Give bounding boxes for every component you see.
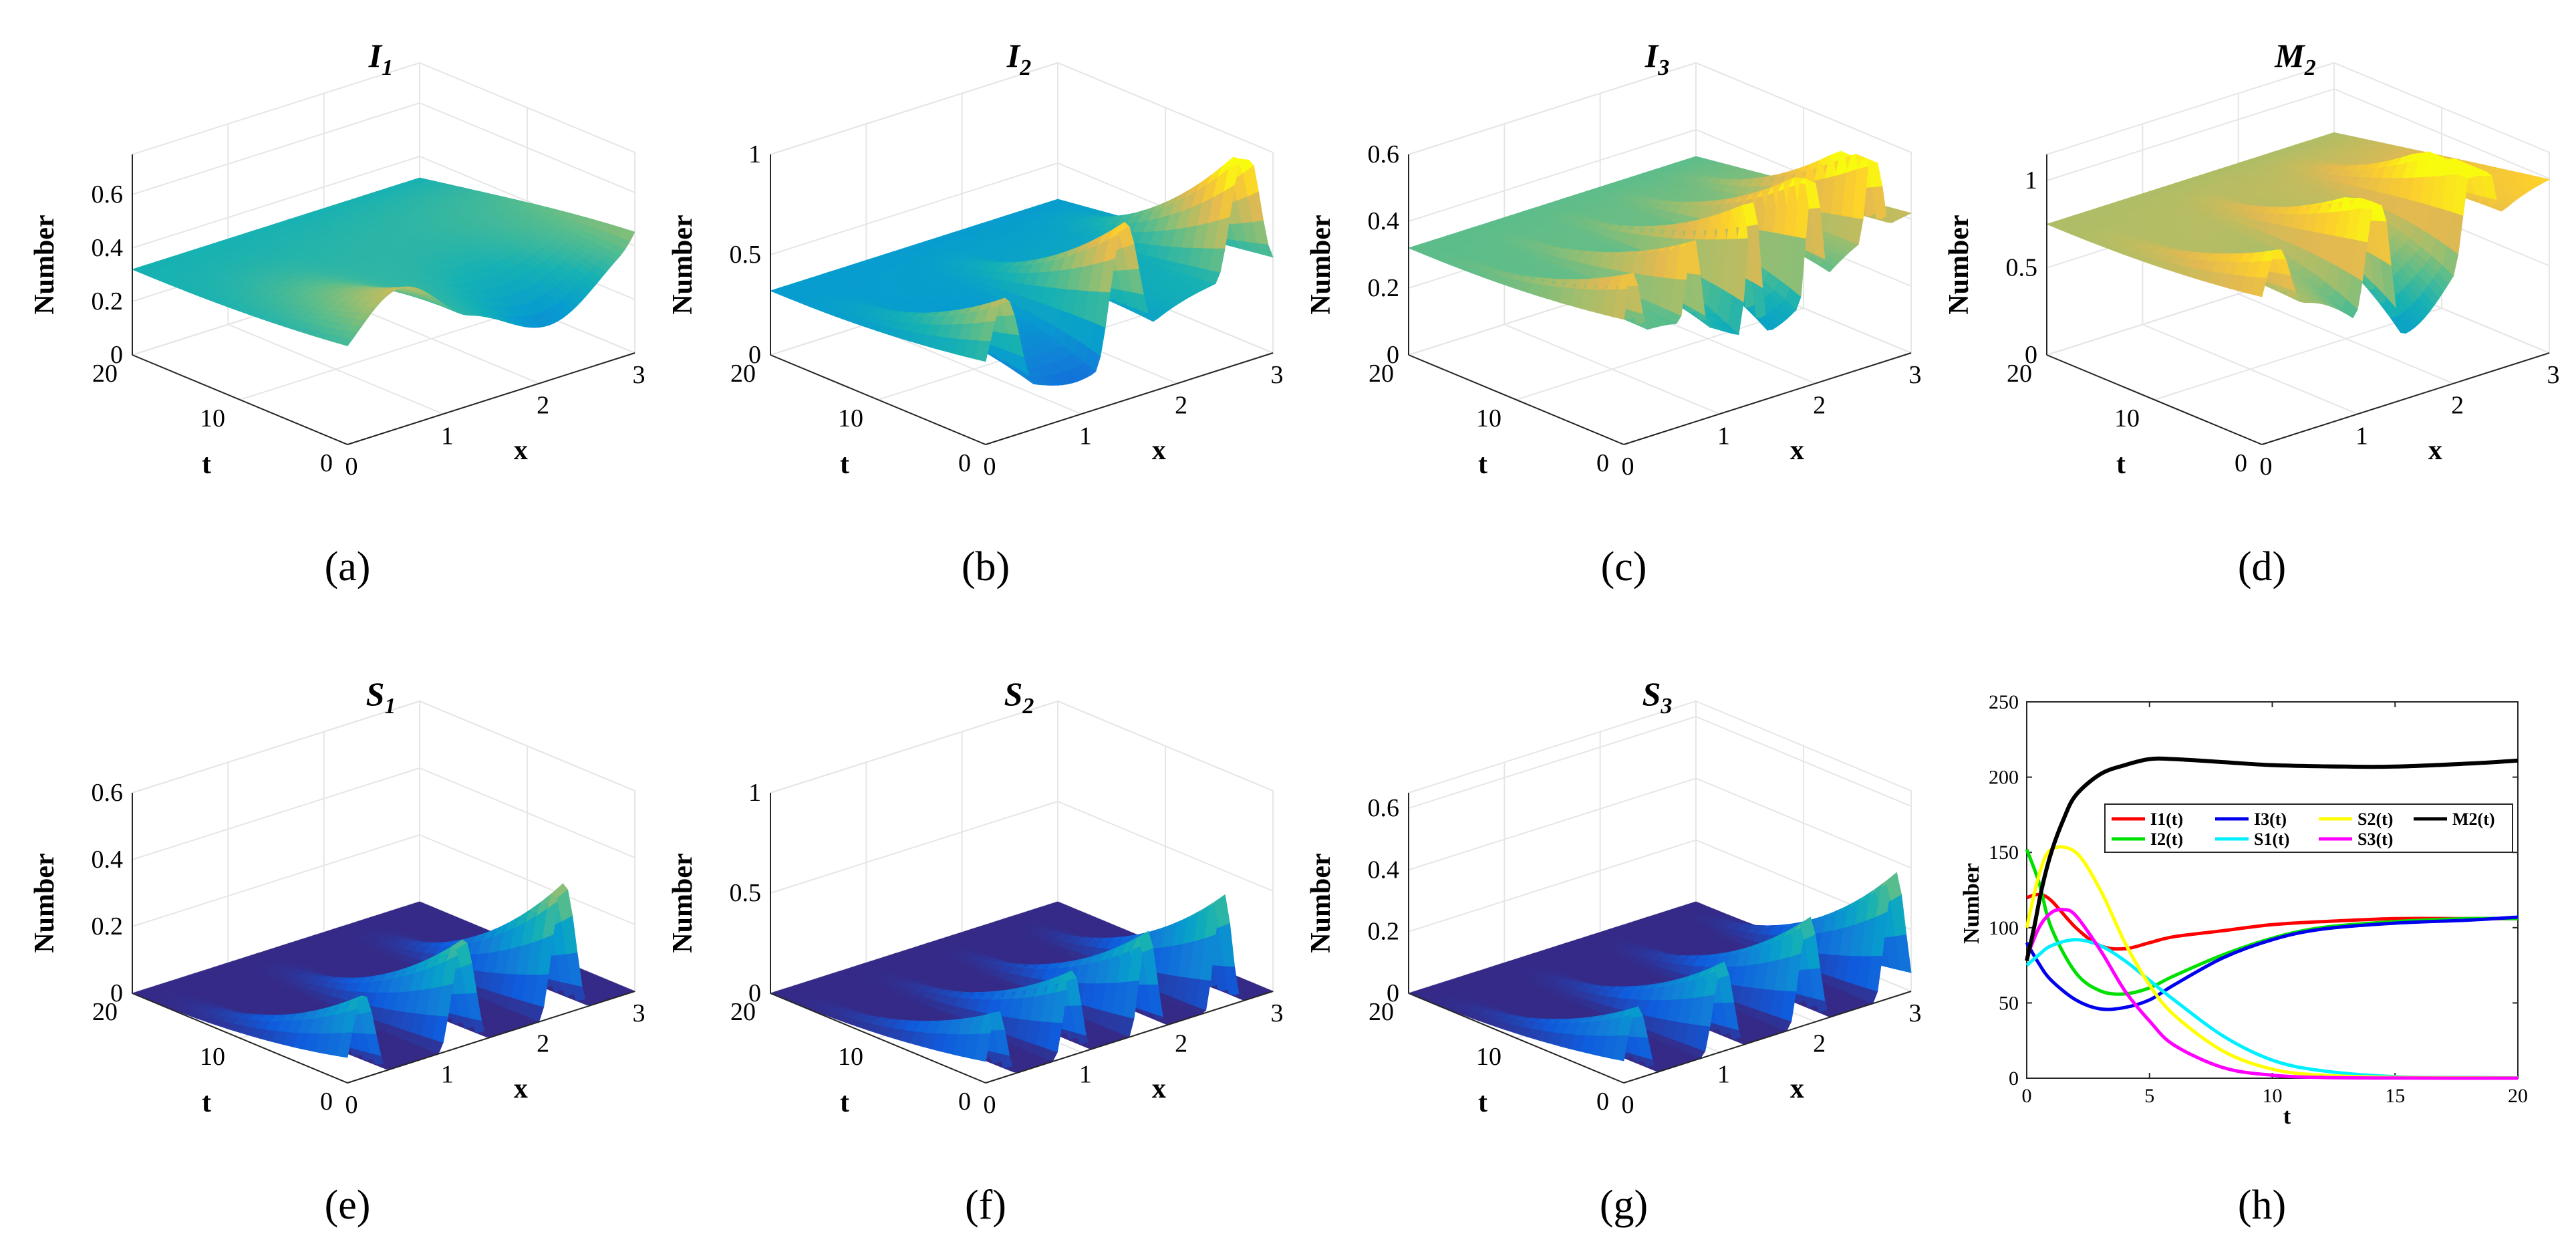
panel-title: I3 xyxy=(1644,37,1669,80)
x-tick-label: 3 xyxy=(1909,361,1922,389)
z-gridline xyxy=(132,102,635,195)
x-tick-label: 1 xyxy=(2355,422,2368,450)
x-axis-line xyxy=(2261,352,2550,445)
z-axis-label: Number xyxy=(1944,215,1975,314)
x-axis-label: x xyxy=(1790,435,1804,466)
x-tick-label: 2 xyxy=(1175,392,1187,420)
z-tick-label: 0.6 xyxy=(92,180,124,209)
t-axis-label: t xyxy=(2116,449,2126,480)
x-axis-line xyxy=(1623,352,1912,445)
x-tick-label: 1 xyxy=(1717,422,1730,450)
x-axis-label: x xyxy=(514,435,528,466)
t-tick-label: 0 xyxy=(2235,449,2247,477)
z-tick-label: 0 xyxy=(110,341,123,369)
surface-mesh xyxy=(131,882,636,1070)
t-tick-label: 0 xyxy=(320,449,333,477)
surface-mesh xyxy=(131,177,635,346)
z-axis-label: Number xyxy=(29,215,60,314)
z-tick-label: 1 xyxy=(748,140,761,168)
z-tick-label: 0.2 xyxy=(92,287,124,316)
t-tick-label: 10 xyxy=(838,404,863,432)
z-axis-label: Number xyxy=(668,215,698,314)
x-axis-line xyxy=(347,352,635,445)
panel-title-main: I xyxy=(368,37,383,74)
panel-title: I1 xyxy=(368,37,393,80)
t-tick-label: 10 xyxy=(2114,404,2140,432)
z-axis-label: Number xyxy=(1306,215,1336,314)
x-tick-label: 0 xyxy=(2260,453,2273,481)
panel-title-main: I xyxy=(1006,37,1021,74)
t-axis-line xyxy=(1408,354,1624,445)
panel-title-sub: 2 xyxy=(2304,55,2316,80)
z-tick-label: 0.2 xyxy=(1368,274,1400,302)
x-tick-label: 2 xyxy=(2451,392,2464,420)
panel-title: M2 xyxy=(2274,37,2315,80)
x-tick-label: 1 xyxy=(441,422,454,450)
t-axis-label: t xyxy=(840,449,849,480)
panel-title-sub: 3 xyxy=(1657,55,1669,80)
x-tick-label: 0 xyxy=(984,453,996,481)
panel-title-sub: 1 xyxy=(382,55,393,80)
t-tick-label: 10 xyxy=(200,404,225,432)
panel-caption: (b) xyxy=(962,544,1010,590)
x-tick-label: 3 xyxy=(1271,361,1284,389)
t-tick-label: 0 xyxy=(1596,449,1609,477)
x-axis-label: x xyxy=(2428,435,2442,466)
z-tick-label: 0.5 xyxy=(730,241,762,269)
panel-caption: (a) xyxy=(325,544,371,590)
panel-title-main: I xyxy=(1644,37,1659,74)
z-tick-label: 0.4 xyxy=(92,234,124,262)
panel-title-sub: 2 xyxy=(1019,55,1031,80)
surface-mesh xyxy=(2045,132,2551,334)
x-tick-label: 0 xyxy=(345,453,358,481)
t-axis-line xyxy=(132,354,348,445)
t-axis-line xyxy=(2046,354,2263,445)
surface-mesh xyxy=(1407,150,1912,336)
x-tick-label: 3 xyxy=(2547,361,2560,389)
t-axis-label: t xyxy=(202,449,211,480)
z-tick-label: 0 xyxy=(2025,341,2037,369)
t-tick-label: 0 xyxy=(958,449,971,477)
z-tick-label: 0 xyxy=(748,341,761,369)
x-tick-label: 1 xyxy=(1079,422,1092,450)
panel-caption: (c) xyxy=(1601,544,1647,590)
z-tick-label: 0.5 xyxy=(2006,254,2038,282)
z-tick-label: 0 xyxy=(1387,341,1399,369)
t-tick-label: 10 xyxy=(1476,404,1501,432)
x-tick-label: 2 xyxy=(537,392,549,420)
t-axis-line xyxy=(770,354,986,445)
surface-mesh xyxy=(769,156,1274,386)
x-axis-label: x xyxy=(1152,435,1166,466)
z-tick-label: 0.6 xyxy=(1368,140,1400,168)
z-tick-label: 1 xyxy=(2025,166,2037,195)
panel-title: I2 xyxy=(1006,37,1031,80)
x-tick-label: 2 xyxy=(1813,392,1826,420)
x-tick-label: 0 xyxy=(1622,453,1634,481)
panel-caption: (d) xyxy=(2238,544,2286,590)
x-tick-label: 3 xyxy=(633,361,646,389)
z-tick-label: 0.4 xyxy=(1368,207,1400,235)
panel-title-main: M xyxy=(2274,37,2305,74)
t-axis-label: t xyxy=(1478,449,1487,480)
